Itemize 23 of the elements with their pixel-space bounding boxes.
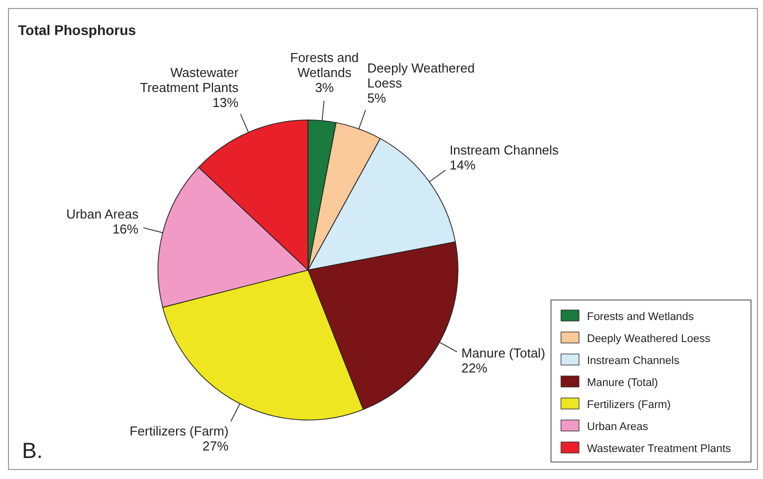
slice-label: Manure (Total) xyxy=(461,346,546,361)
slice-label: Instream Channels xyxy=(450,142,560,158)
legend-label: Fertilizers (Farm) xyxy=(587,399,671,411)
data-label: 5% xyxy=(367,90,387,106)
data-label: 13% xyxy=(212,95,239,110)
legend-label: Forests and Wetlands xyxy=(587,311,694,323)
legend-label: Deeply Weathered Loess xyxy=(587,333,711,345)
slice-label: Wastewater Treatment Plants xyxy=(140,65,240,96)
data-label: 27% xyxy=(202,438,229,454)
data-label: 3% xyxy=(315,80,334,95)
chart-title: Total Phosphorus xyxy=(18,22,136,38)
slice-label: Urban Areas xyxy=(66,206,139,222)
slice-label: Deeply Weathered Loess xyxy=(367,60,475,91)
slice-label: Forests and Wetlands xyxy=(290,50,359,80)
legend-label: Urban Areas xyxy=(587,421,649,433)
data-label: 16% xyxy=(112,222,139,237)
legend-label: Manure (Total) xyxy=(587,377,658,389)
data-label: 22% xyxy=(461,360,488,376)
legend-label: Instream Channels xyxy=(587,355,680,367)
slice-label: Fertilizers (Farm) xyxy=(130,423,229,438)
data-label: 14% xyxy=(450,157,476,172)
legend-label: Wastewater Treatment Plants xyxy=(587,443,732,455)
text: B. xyxy=(22,438,43,463)
